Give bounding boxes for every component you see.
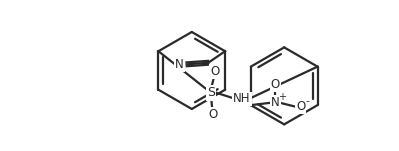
Text: O: O (296, 100, 306, 113)
Text: -: - (306, 96, 310, 106)
Text: O: O (271, 78, 280, 91)
Text: N: N (271, 96, 280, 109)
Text: NH: NH (233, 92, 251, 105)
Text: O: O (210, 65, 219, 78)
Text: S: S (207, 86, 215, 99)
Text: N: N (175, 58, 184, 71)
Text: +: + (278, 92, 286, 102)
Text: O: O (208, 108, 217, 121)
